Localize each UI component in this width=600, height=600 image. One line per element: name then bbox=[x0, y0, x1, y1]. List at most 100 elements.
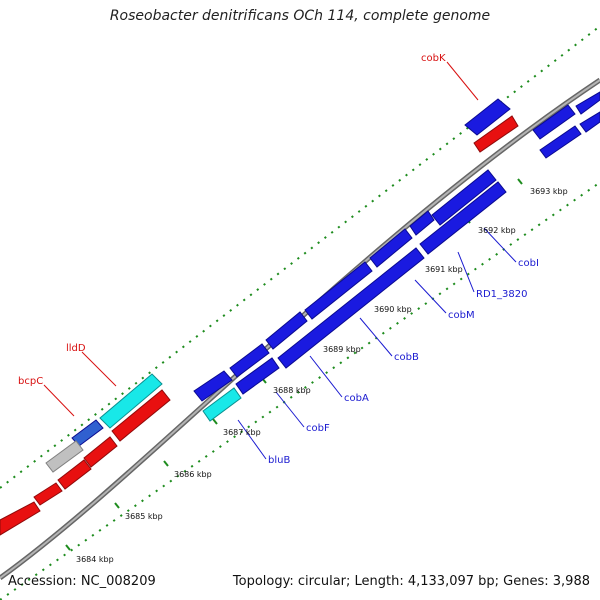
gene-bar bbox=[0, 501, 41, 536]
leader-line bbox=[457, 251, 475, 293]
tick-dot bbox=[445, 287, 449, 291]
tick-dot bbox=[551, 213, 555, 217]
tick-dot bbox=[580, 38, 584, 42]
tick-dot bbox=[70, 548, 74, 552]
tick-dot bbox=[263, 282, 266, 286]
tick-dot bbox=[195, 334, 199, 338]
gene-bar bbox=[57, 459, 92, 490]
tick-dot bbox=[6, 480, 9, 484]
tick-dot bbox=[162, 484, 166, 488]
tick-dot bbox=[53, 444, 57, 448]
gene-labels: cobK lldD bcpC cobI RD1_3820 cobM cobB c… bbox=[18, 53, 539, 466]
gene-bar bbox=[33, 482, 63, 506]
tick-label: 3689 kbp bbox=[323, 345, 361, 354]
tick-dot bbox=[133, 504, 137, 508]
tick-dot bbox=[318, 376, 321, 379]
tick-dot bbox=[540, 69, 544, 73]
tick-dot bbox=[587, 188, 591, 192]
tick-dot bbox=[60, 439, 64, 442]
tick-dot bbox=[289, 395, 293, 399]
tick-dot bbox=[155, 489, 159, 493]
tick-label: 3692 kbp bbox=[478, 226, 516, 235]
tick-dot bbox=[438, 147, 442, 151]
tick-dot bbox=[80, 423, 84, 427]
tick-dot bbox=[303, 385, 307, 389]
tick-dot bbox=[339, 361, 343, 365]
tick-dot bbox=[20, 583, 24, 586]
tick-dot bbox=[290, 262, 293, 265]
gene-bar bbox=[473, 115, 519, 153]
gene-bar bbox=[464, 98, 511, 136]
tick-dot bbox=[452, 282, 456, 286]
tick-dot bbox=[197, 459, 201, 463]
tick-dot bbox=[438, 292, 442, 296]
tick-dot bbox=[126, 509, 130, 513]
tick-dot bbox=[141, 499, 144, 503]
gene-bar bbox=[532, 104, 576, 140]
gene-label-cobb: cobB bbox=[394, 352, 419, 363]
tick-label: 3690 kbp bbox=[374, 305, 412, 314]
gene-bar bbox=[304, 261, 373, 320]
gene-bar bbox=[99, 373, 163, 429]
gene-label-blub: bluB bbox=[268, 455, 290, 466]
gene-bar bbox=[369, 228, 413, 268]
tick-dot bbox=[424, 302, 428, 306]
gene-bar bbox=[431, 169, 497, 226]
major-tick bbox=[517, 178, 523, 185]
gene-label-cobf: cobF bbox=[306, 423, 330, 434]
tick-dot bbox=[381, 331, 385, 335]
tick-dot bbox=[509, 243, 513, 246]
tick-dot bbox=[391, 184, 395, 187]
tick-dot bbox=[558, 208, 562, 212]
tick-dot bbox=[114, 397, 118, 401]
major-ticks bbox=[65, 178, 523, 551]
tick-dot bbox=[91, 533, 95, 537]
tick-labels: 3684 kbp 3685 kbp 3686 kbp 3687 kbp 3688… bbox=[76, 187, 568, 564]
tick-dot bbox=[275, 405, 279, 409]
gene-bar bbox=[409, 210, 435, 236]
tick-label: 3688 kbp bbox=[273, 386, 311, 395]
tick-dot bbox=[567, 48, 571, 52]
tick-dot bbox=[13, 588, 17, 591]
tick-dot bbox=[346, 356, 350, 360]
tick-dot bbox=[566, 203, 569, 207]
tick-dot bbox=[105, 523, 109, 527]
reverse-strand-genes bbox=[0, 111, 600, 536]
tick-dot bbox=[544, 218, 548, 222]
gene-label-leaders bbox=[43, 61, 517, 460]
tick-dot bbox=[445, 142, 449, 146]
tick-dot bbox=[384, 189, 388, 193]
tick-dot bbox=[332, 366, 336, 370]
tick-dot bbox=[215, 319, 219, 323]
tick-dot bbox=[526, 79, 530, 83]
gene-bar bbox=[575, 91, 600, 115]
tick-dot bbox=[560, 53, 564, 57]
tick-dot bbox=[371, 199, 375, 203]
leader-line bbox=[483, 227, 517, 263]
tick-dot bbox=[33, 459, 37, 463]
tick-dot bbox=[107, 402, 111, 406]
tick-dot bbox=[66, 433, 70, 437]
tick-dot bbox=[256, 288, 260, 292]
tick-dot bbox=[229, 308, 233, 312]
tick-dot bbox=[27, 578, 31, 582]
tick-dot bbox=[325, 371, 329, 375]
gene-label-lldd: lldD bbox=[66, 343, 86, 354]
leader-line bbox=[414, 279, 447, 314]
tick-dot bbox=[459, 277, 463, 281]
gene-label-cobm: cobM bbox=[448, 310, 475, 321]
tick-dot bbox=[403, 316, 406, 320]
tick-dot bbox=[208, 324, 212, 328]
tick-dot bbox=[523, 233, 527, 237]
tick-dot bbox=[513, 90, 517, 94]
tick-dot bbox=[495, 252, 499, 256]
gene-bar bbox=[265, 311, 308, 350]
tick-dot bbox=[204, 454, 208, 458]
tick-dot bbox=[587, 33, 591, 36]
tick-dot bbox=[211, 450, 215, 453]
tick-dot bbox=[202, 329, 206, 333]
tick-dot bbox=[183, 469, 187, 473]
tick-dot bbox=[310, 246, 314, 250]
tick-dot bbox=[398, 178, 402, 182]
